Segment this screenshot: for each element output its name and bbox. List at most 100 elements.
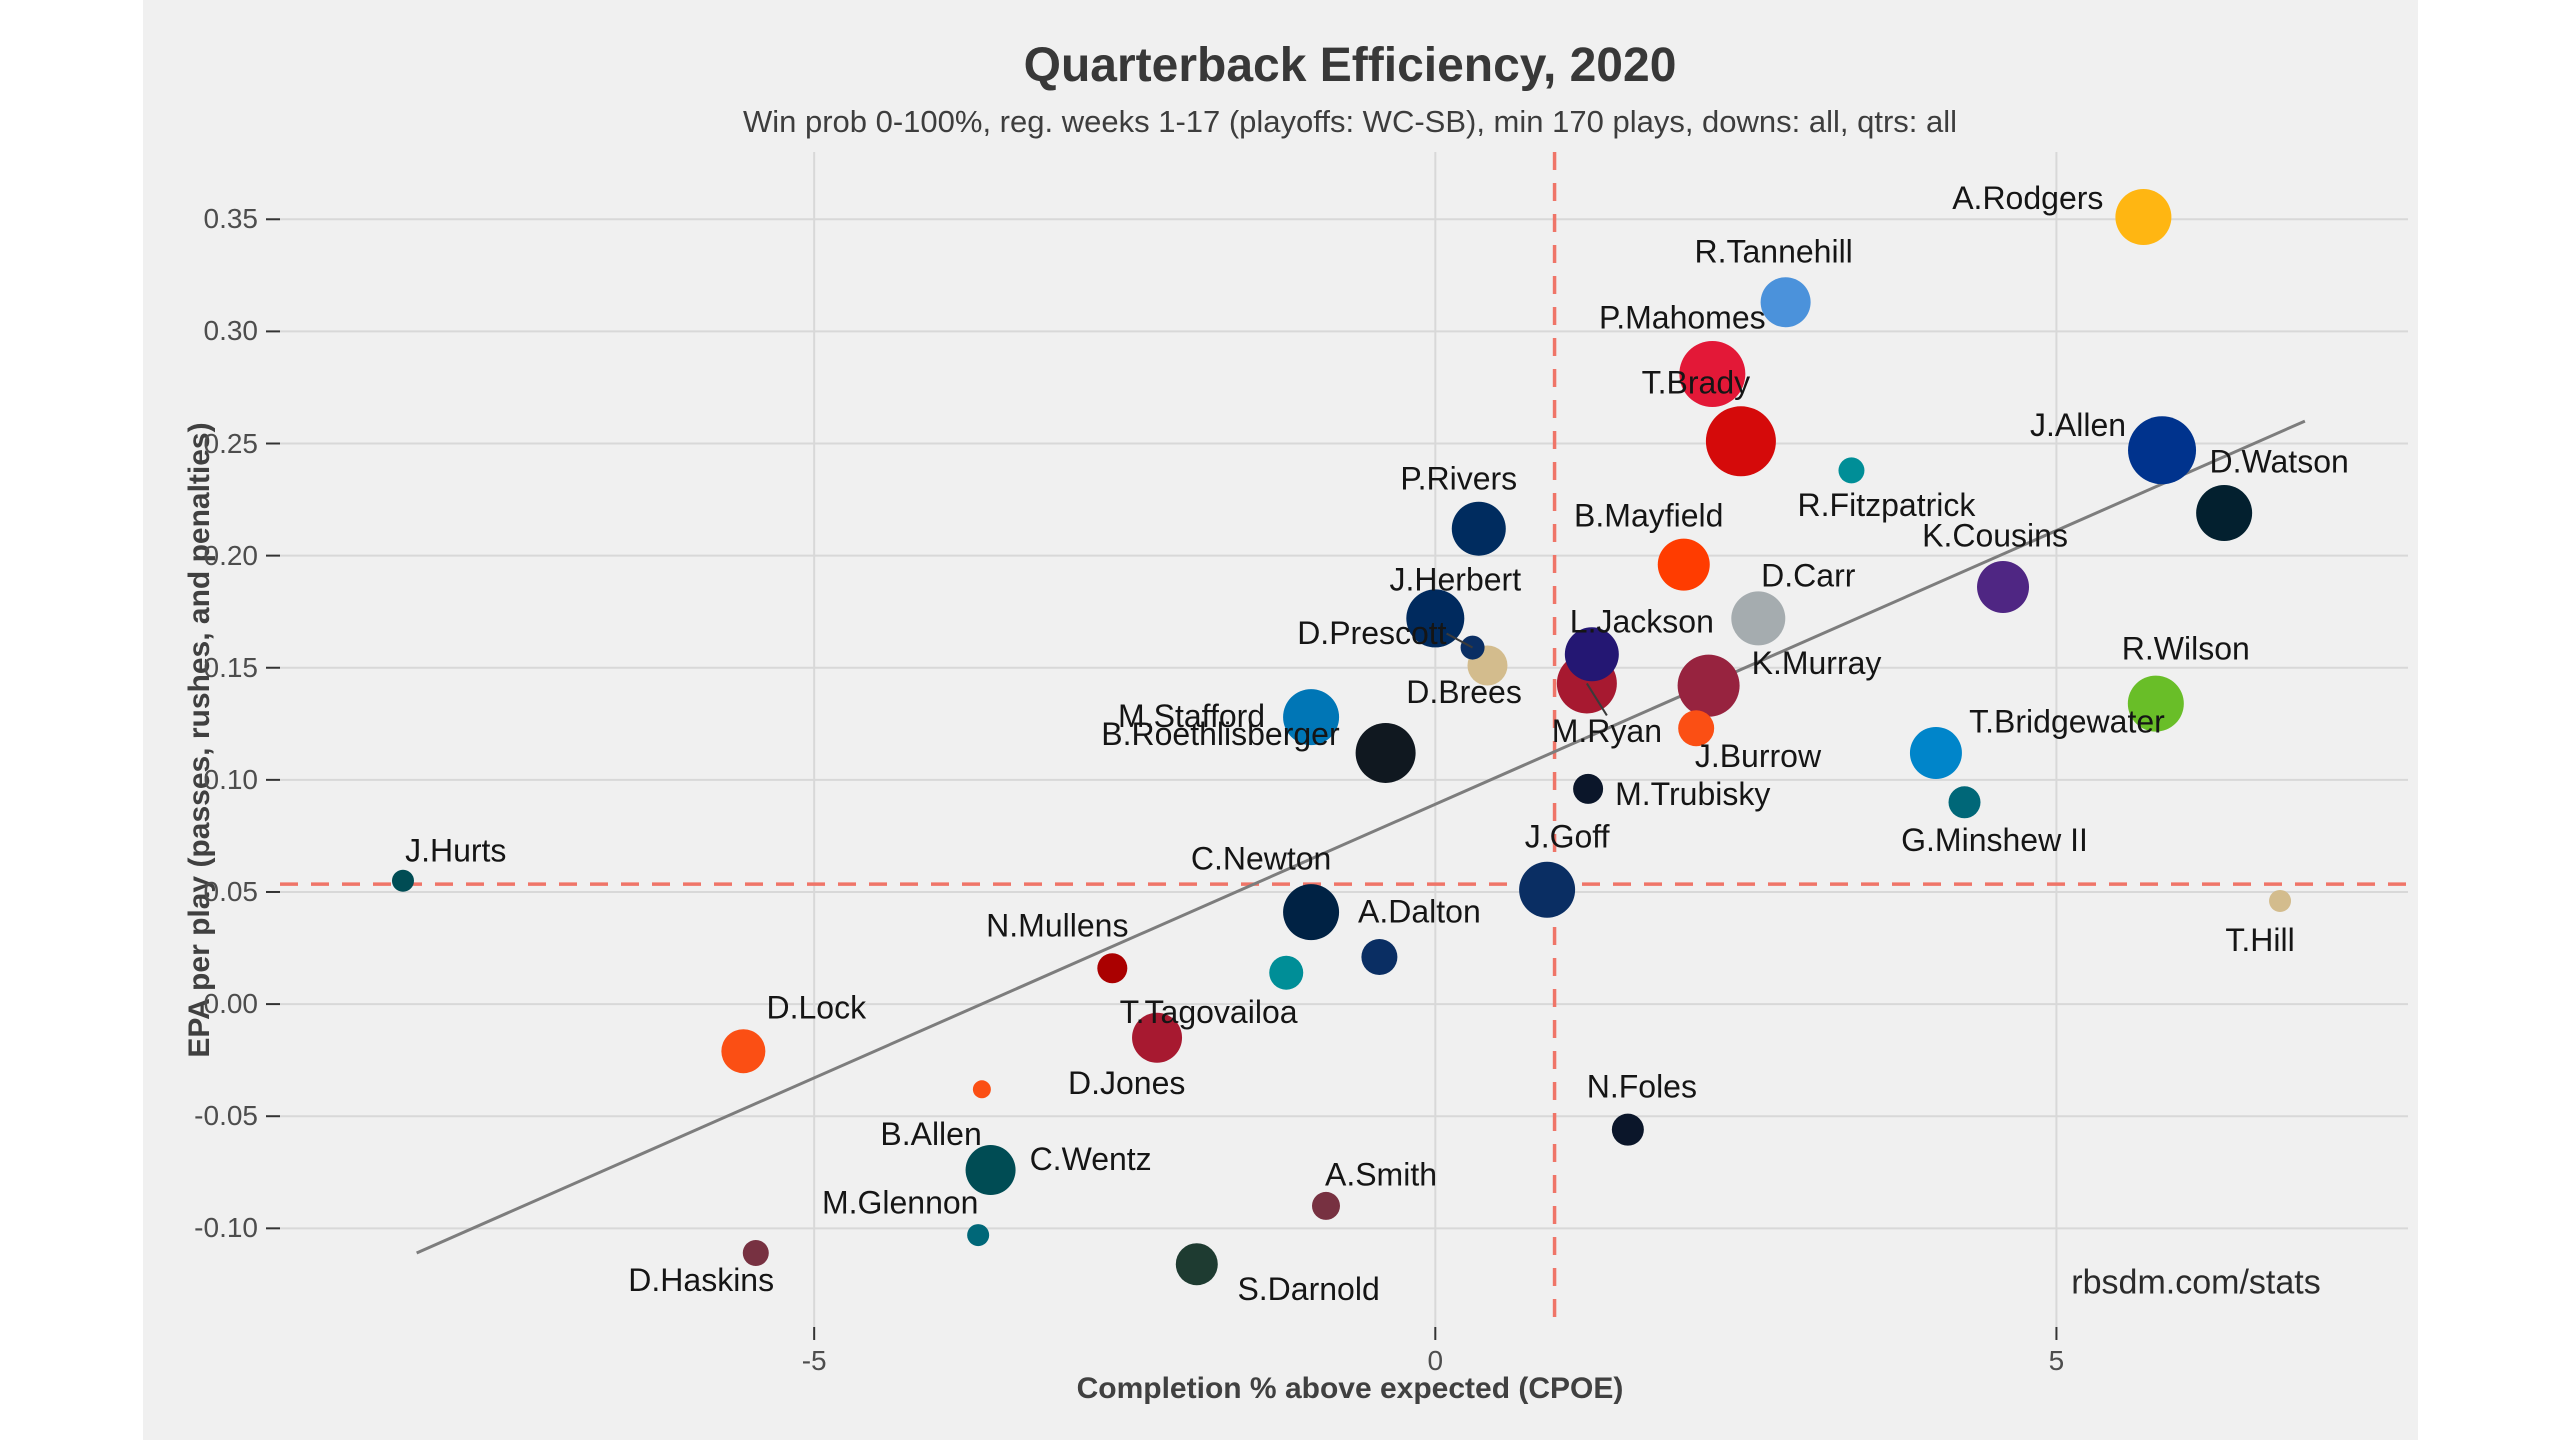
chart-subtitle: Win prob 0-100%, reg. weeks 1-17 (playof… xyxy=(742,104,1958,139)
dot-n-foles xyxy=(1611,1113,1644,1146)
label-t-tagovailoa: T.Tagovailoa xyxy=(1119,993,1298,1030)
label-j-hurts: J.Hurts xyxy=(405,832,507,869)
watermark: rbsdm.com/stats xyxy=(2071,1263,2321,1302)
dot-b-mayfield xyxy=(1657,538,1710,591)
label-connectors xyxy=(1446,632,1608,716)
y-tick-label-0.00: 0.00 xyxy=(203,988,259,1020)
label-p-rivers: P.Rivers xyxy=(1400,460,1518,497)
dot-d-watson xyxy=(2196,485,2253,542)
dot-b-roethlisberger xyxy=(1355,722,1416,783)
dot-t-brady xyxy=(1705,406,1776,477)
x-tick-label-5: 5 xyxy=(2048,1345,2065,1376)
dot-b-allen xyxy=(972,1080,991,1099)
dot-m-trubisky xyxy=(1573,773,1604,804)
label-b-allen: B.Allen xyxy=(880,1116,982,1153)
dot-s-darnold xyxy=(1175,1243,1218,1286)
dot-p-mahomes xyxy=(1679,340,1746,407)
label-d-haskins: D.Haskins xyxy=(628,1262,775,1298)
label-a-smith: A.Smith xyxy=(1324,1156,1437,1193)
y-tick-label-0.30: 0.30 xyxy=(203,315,259,347)
label-d-watson: D.Watson xyxy=(2209,443,2349,480)
dot-m-stafford xyxy=(1283,689,1340,746)
label-d-lock: D.Lock xyxy=(766,989,867,1026)
y-axis-title: EPA per play (passes, rushes, and penalt… xyxy=(183,422,216,1058)
dot-d-jones xyxy=(1132,1012,1183,1063)
label-s-darnold: S.Darnold xyxy=(1237,1271,1380,1308)
dot-t-bridgewater xyxy=(1909,726,1962,779)
y-tick-label-0.20: 0.20 xyxy=(203,539,259,571)
dot-d-haskins xyxy=(742,1240,769,1267)
axis-ticks xyxy=(266,218,2058,1340)
gridlines xyxy=(280,152,2408,1327)
y-tick-label--0.05: -0.05 xyxy=(194,1100,258,1132)
label-t-brady: T.Brady xyxy=(1641,364,1751,401)
label-p-mahomes: P.Mahomes xyxy=(1599,299,1766,336)
trend-line xyxy=(416,419,2306,1255)
dot-d-carr xyxy=(1731,591,1786,646)
label-t-hill: T.Hill xyxy=(2225,921,2295,958)
dot-r-wilson xyxy=(2127,675,2184,732)
x-tick-label--5: -5 xyxy=(801,1345,827,1376)
label-r-fitzpatrick: R.Fitzpatrick xyxy=(1797,487,1976,524)
label-k-cousins: K.Cousins xyxy=(1922,517,2068,554)
label-m-ryan: M.Ryan xyxy=(1551,713,1662,750)
dot-j-goff xyxy=(1519,861,1576,918)
trend-line xyxy=(416,419,2306,1255)
dot-j-hurts xyxy=(391,869,414,892)
label-b-mayfield: B.Mayfield xyxy=(1574,497,1724,533)
chart-title: Quarterback Efficiency, 2020 xyxy=(1023,39,1677,92)
dot-g-minshew-ii xyxy=(1948,786,1981,819)
label-m-stafford: M.Stafford xyxy=(1118,698,1266,735)
label-g-minshew-ii: G.Minshew II xyxy=(1901,822,2088,859)
label-t-bridgewater: T.Bridgewater xyxy=(1969,703,2165,740)
dot-t-tagovailoa xyxy=(1269,955,1304,990)
label-a-dalton: A.Dalton xyxy=(1358,893,1481,930)
dot-k-murray xyxy=(1677,654,1740,717)
label-m-trubisky: M.Trubisky xyxy=(1615,776,1771,813)
label-j-allen: J.Allen xyxy=(2029,407,2127,444)
label-d-jones: D.Jones xyxy=(1068,1064,1186,1101)
y-tick-label-0.25: 0.25 xyxy=(203,427,259,459)
label-j-herbert: J.Herbert xyxy=(1389,561,1522,598)
x-tick-label-0: 0 xyxy=(1427,1345,1444,1376)
dot-a-rodgers xyxy=(2115,189,2172,246)
dot-c-newton xyxy=(1283,884,1340,941)
label-n-mullens: N.Mullens xyxy=(986,907,1129,944)
dot-a-dalton xyxy=(1361,939,1398,976)
label-d-prescott: D.Prescott xyxy=(1297,614,1447,651)
label-c-wentz: C.Wentz xyxy=(1029,1141,1152,1178)
label-m-glennon: M.Glennon xyxy=(821,1184,979,1221)
dot-a-smith xyxy=(1311,1191,1340,1220)
label-k-murray: K.Murray xyxy=(1751,644,1882,681)
label-r-wilson: R.Wilson xyxy=(2121,630,2250,667)
reference-lines xyxy=(280,152,2408,1327)
dot-d-lock xyxy=(721,1029,766,1074)
label-l-jackson: L.Jackson xyxy=(1569,603,1714,640)
dot-c-wentz xyxy=(965,1145,1016,1196)
dot-l-jackson xyxy=(1564,627,1619,682)
x-axis-title: Completion % above expected (CPOE) xyxy=(1076,1372,1624,1405)
y-tick-label-0.35: 0.35 xyxy=(203,203,259,235)
label-b-roethlisberger: B.Roethlisberger xyxy=(1101,716,1340,753)
y-tick-label-0.05: 0.05 xyxy=(203,875,259,907)
connector-m-ryan xyxy=(1586,682,1608,716)
dot-n-mullens xyxy=(1097,953,1128,984)
label-a-rodgers: A.Rodgers xyxy=(1952,180,2104,217)
chart-figure xyxy=(143,0,2418,1440)
label-c-newton: C.Newton xyxy=(1190,840,1332,877)
label-d-brees: D.Brees xyxy=(1406,673,1522,710)
label-r-tannehill: R.Tannehill xyxy=(1694,233,1853,270)
dot-k-cousins xyxy=(1977,561,2030,614)
dot-j-burrow xyxy=(1678,710,1715,747)
dot-t-hill xyxy=(2269,889,2292,912)
dot-j-herbert xyxy=(1406,589,1465,648)
dot-r-fitzpatrick xyxy=(1838,457,1865,484)
y-tick-label-0.15: 0.15 xyxy=(203,651,259,683)
dot-p-rivers xyxy=(1451,501,1506,556)
connector-d-prescott xyxy=(1446,632,1474,649)
label-n-foles: N.Foles xyxy=(1586,1068,1697,1105)
label-d-carr: D.Carr xyxy=(1761,557,1856,594)
data-points xyxy=(391,189,2292,1286)
